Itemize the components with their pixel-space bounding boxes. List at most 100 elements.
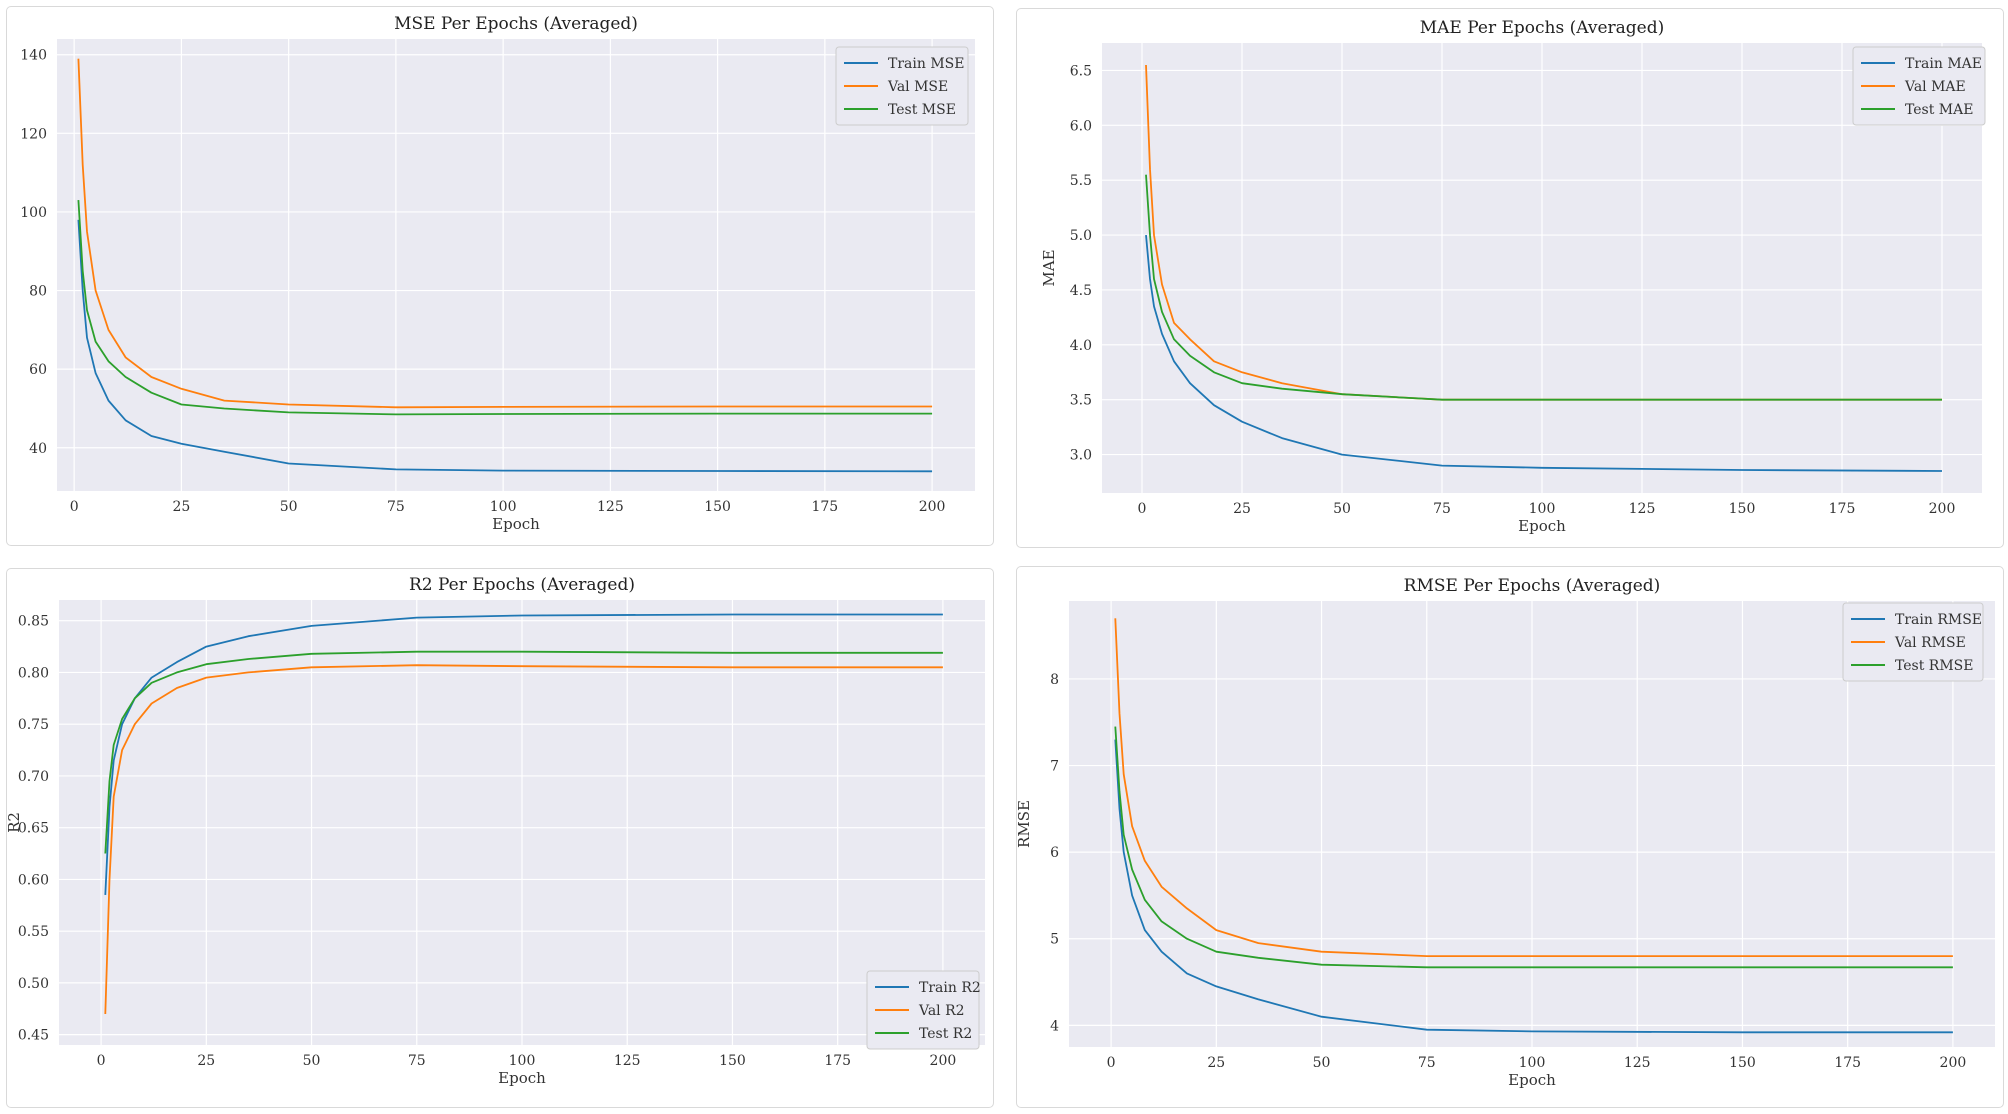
y-axis-label: R2 <box>7 812 23 833</box>
x-tick-label: 100 <box>509 1053 536 1069</box>
x-tick-label: 25 <box>1207 1055 1225 1071</box>
x-tick-label: 75 <box>387 499 405 515</box>
x-tick-label: 125 <box>597 499 624 515</box>
legend: Train R2 Val R2 Test R2 <box>866 970 981 1050</box>
chart-title: MAE Per Epochs (Averaged) <box>1420 18 1665 38</box>
x-tick-label: 75 <box>408 1053 426 1069</box>
series-line-train-r2 <box>104 613 943 895</box>
r2-chart: 0 25 50 75 100 125 150 175 200 0.45 0.50 0.55 0.60 0.… <box>7 575 985 1087</box>
x-tick-label: 200 <box>1940 1055 1967 1071</box>
mse-chart: 0 25 50 75 100 125 150 175 200 40 60 80 100 120 140 MSE… <box>20 14 975 533</box>
x-tick-label: 0 <box>1107 1055 1116 1071</box>
y-tick-label: 0.45 <box>18 1028 49 1044</box>
y-tick-label: 0.70 <box>18 769 49 785</box>
x-tick-label: 125 <box>1624 1055 1651 1071</box>
rmse-chart: 0 25 50 75 100 125 150 175 200 4 5 6 7 8 RMSE Per Epoc… <box>1017 576 1995 1089</box>
y-tick-label: 120 <box>20 126 47 142</box>
y-tick-label: 3.0 <box>1070 448 1092 464</box>
y-tick-label: 6.5 <box>1070 63 1092 79</box>
x-tick-label: 100 <box>1519 1055 1546 1071</box>
series-line-train-mae <box>1145 235 1943 472</box>
y-tick-label: 7 <box>1050 759 1059 775</box>
x-tick-label: 150 <box>704 499 731 515</box>
series-line-val-rmse <box>1114 618 1953 958</box>
y-axis-label: MAE <box>1040 249 1058 286</box>
mse-chart-panel: 0 25 50 75 100 125 150 175 200 40 60 80 100 120 140 MSE… <box>6 6 994 546</box>
legend-label: Val MSE <box>887 79 948 95</box>
x-tick-label: 100 <box>1529 501 1556 517</box>
legend-label: Test MAE <box>1905 102 1973 118</box>
legend-box <box>866 970 980 1050</box>
y-tick-label: 0.60 <box>18 872 49 888</box>
y-tick-label: 0.50 <box>18 976 49 992</box>
x-tick-label: 100 <box>490 499 517 515</box>
x-tick-label: 50 <box>1333 501 1351 517</box>
legend-label: Val MAE <box>1904 79 1966 95</box>
y-tick-label: 140 <box>20 48 47 64</box>
rmse-chart-panel: 0 25 50 75 100 125 150 175 200 4 5 6 7 8 RMSE Per Epoc… <box>1016 566 2004 1108</box>
y-tick-label: 6.0 <box>1070 118 1092 134</box>
x-tick-label: 75 <box>1418 1055 1436 1071</box>
y-tick-label: 5.0 <box>1070 228 1092 244</box>
x-tick-label: 175 <box>1834 1055 1861 1071</box>
x-tick-label: 200 <box>919 499 946 515</box>
y-tick-label: 3.5 <box>1070 393 1092 409</box>
y-tick-label: 4.0 <box>1070 338 1092 354</box>
x-tick-label: 150 <box>719 1053 746 1069</box>
x-tick-label: 0 <box>70 499 79 515</box>
y-tick-label: 0.65 <box>18 821 49 837</box>
y-tick-label: 100 <box>20 205 47 221</box>
x-tick-label: 200 <box>930 1053 957 1069</box>
x-tick-label: 50 <box>280 499 298 515</box>
legend: Train MAE Val MAE Test MAE <box>1852 46 1986 126</box>
y-tick-label: 8 <box>1050 672 1059 688</box>
chart-title: R2 Per Epochs (Averaged) <box>409 575 635 595</box>
x-tick-label: 50 <box>303 1053 321 1069</box>
legend-label: Test R2 <box>919 1026 972 1042</box>
x-tick-label: 0 <box>97 1053 106 1069</box>
x-tick-label: 175 <box>811 499 838 515</box>
legend-label: Val R2 <box>918 1003 965 1019</box>
chart-title: RMSE Per Epochs (Averaged) <box>1404 576 1661 596</box>
y-tick-label: 0.85 <box>18 614 49 630</box>
plot-area <box>57 39 975 491</box>
legend: Train MSE Val MSE Test MSE <box>835 46 969 126</box>
y-tick-label: 0.75 <box>18 717 49 733</box>
legend-label: Train MAE <box>1905 56 1982 72</box>
series-line-train-mse <box>77 219 933 473</box>
y-tick-label: 4 <box>1050 1018 1059 1034</box>
x-tick-label: 125 <box>1629 501 1656 517</box>
mae-chart: 0 25 50 75 100 125 150 175 200 3.0 3.5 4.0 4.5 5.0 5.5… <box>1040 18 1986 535</box>
x-tick-label: 25 <box>172 499 190 515</box>
series-line-test-mae <box>1145 174 1942 401</box>
y-tick-label: 40 <box>29 441 47 457</box>
legend-label: Train RMSE <box>1895 612 1982 628</box>
x-axis-label: Epoch <box>498 1069 546 1087</box>
x-tick-label: 0 <box>1138 501 1147 517</box>
r2-chart-panel: 0 25 50 75 100 125 150 175 200 0.45 0.50 0.55 0.60 0.… <box>6 568 994 1108</box>
legend-box <box>1852 46 1986 126</box>
chart-title: MSE Per Epochs (Averaged) <box>394 14 638 34</box>
x-tick-label: 175 <box>824 1053 851 1069</box>
x-tick-label: 175 <box>1829 501 1856 517</box>
series-line-val-mse <box>77 58 933 409</box>
legend-label: Test MSE <box>888 102 956 118</box>
series-line-train-rmse <box>1114 739 1953 1034</box>
x-tick-label: 125 <box>614 1053 641 1069</box>
x-tick-label: 150 <box>1729 501 1756 517</box>
y-tick-label: 0.55 <box>18 924 49 940</box>
y-tick-label: 80 <box>29 284 47 300</box>
y-tick-label: 5.5 <box>1070 173 1092 189</box>
legend-label: Test RMSE <box>1895 658 1973 674</box>
y-tick-label: 5 <box>1050 932 1059 948</box>
x-axis-label: Epoch <box>492 515 540 533</box>
mae-chart-panel: 0 25 50 75 100 125 150 175 200 3.0 3.5 4.0 4.5 5.0 5.5… <box>1016 8 2004 548</box>
series-line-test-rmse <box>1114 726 1953 969</box>
series-line-test-r2 <box>104 650 943 854</box>
x-axis-label: Epoch <box>1518 517 1566 535</box>
x-tick-label: 25 <box>1233 501 1251 517</box>
y-tick-label: 0.80 <box>18 665 49 681</box>
series-line-test-mse <box>77 200 933 416</box>
x-tick-label: 200 <box>1929 501 1956 517</box>
legend-label: Train R2 <box>919 980 981 996</box>
